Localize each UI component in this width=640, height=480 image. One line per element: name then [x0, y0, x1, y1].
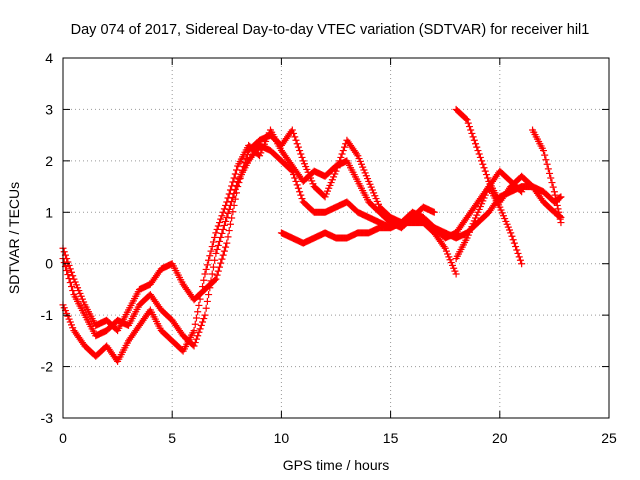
x-axis-label: GPS time / hours: [283, 457, 390, 473]
data-points: [59, 105, 565, 365]
x-tick-label: 20: [492, 430, 508, 446]
axis-ticks: 0 5 10 15 20 25 -3 -2 -1 0 1 2 3 4: [41, 50, 617, 446]
x-tick-label: 15: [383, 430, 399, 446]
y-tick-label: -2: [41, 359, 54, 375]
y-tick-label: 2: [45, 153, 53, 169]
series-track-7: [529, 126, 565, 227]
x-tick-label: 0: [59, 430, 67, 446]
y-tick-label: 4: [45, 50, 53, 66]
y-tick-label: 1: [45, 204, 53, 220]
plot-frame: [62, 57, 610, 419]
x-tick-label: 25: [601, 430, 617, 446]
data-point-markers: [452, 183, 526, 268]
x-tick-label: 5: [168, 430, 176, 446]
series-track-6: [452, 183, 526, 268]
y-tick-label: -3: [41, 410, 54, 426]
chart-title: Day 074 of 2017, Sidereal Day-to-day VTE…: [71, 22, 590, 38]
data-point-markers: [59, 141, 526, 350]
y-tick-label: 3: [45, 101, 53, 117]
y-tick-label: 0: [45, 256, 53, 272]
x-tick-label: 10: [274, 430, 290, 446]
y-tick-label: -1: [41, 307, 54, 323]
y-axis-label: SDTVAR / TECUs: [6, 182, 22, 294]
series-track-3: [59, 141, 526, 350]
data-point-markers: [529, 126, 565, 227]
grid-lines: [63, 58, 609, 418]
